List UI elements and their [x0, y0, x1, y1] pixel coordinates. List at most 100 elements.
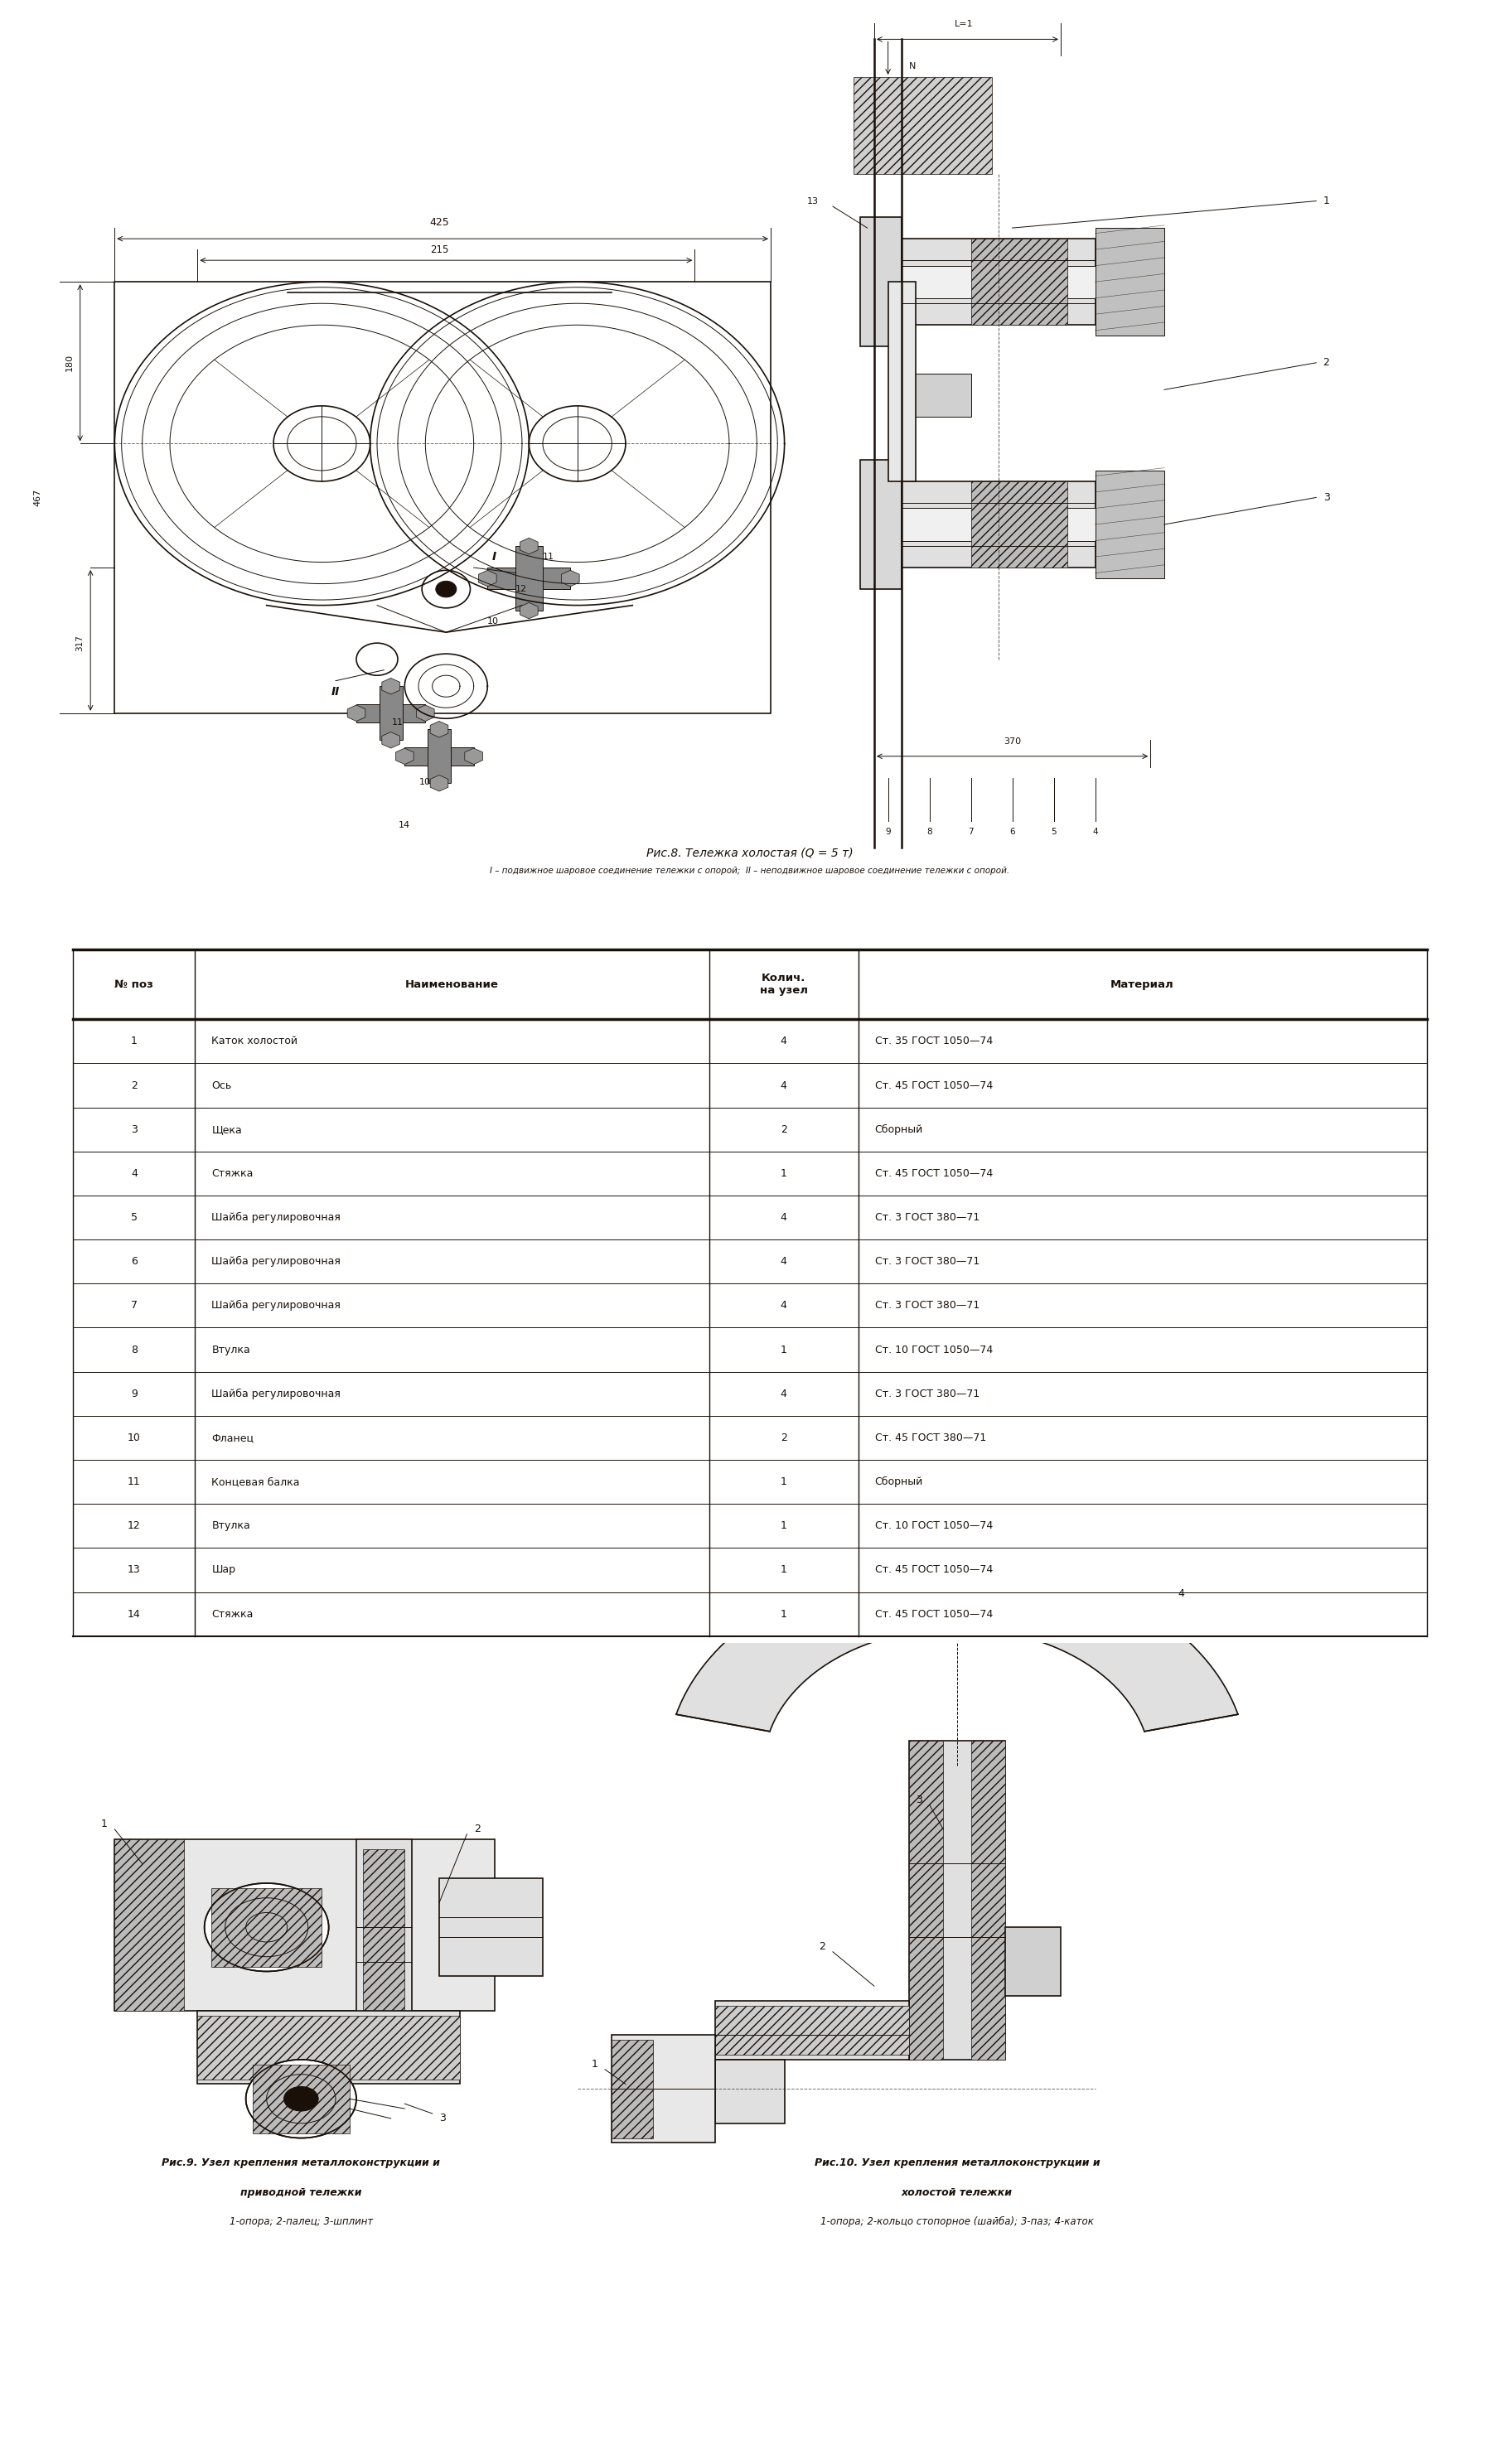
- Bar: [379, 685, 402, 739]
- Text: Стяжка: Стяжка: [211, 1168, 254, 1178]
- Text: 6: 6: [131, 1257, 138, 1266]
- Text: Ст. 45 ГОСТ 1050—74: Ст. 45 ГОСТ 1050—74: [875, 1609, 992, 1619]
- Text: 4: 4: [131, 1168, 138, 1178]
- Bar: [971, 480, 1068, 567]
- Text: 2: 2: [1323, 357, 1329, 367]
- Text: 1: 1: [1323, 195, 1329, 207]
- Text: Стяжка: Стяжка: [211, 1609, 254, 1619]
- Text: Материал: Материал: [1111, 978, 1175, 991]
- Text: 1: 1: [781, 1609, 787, 1619]
- Bar: [114, 1838, 495, 2011]
- Bar: [198, 2016, 460, 2080]
- Text: Втулка: Втулка: [211, 1345, 251, 1355]
- Bar: [440, 1878, 544, 1976]
- Text: Ст. 45 ГОСТ 1050—74: Ст. 45 ГОСТ 1050—74: [875, 1565, 992, 1574]
- Text: Ст. 45 ГОСТ 1050—74: Ст. 45 ГОСТ 1050—74: [875, 1079, 992, 1092]
- Text: 1: 1: [131, 1035, 138, 1047]
- Text: 5: 5: [1051, 828, 1056, 835]
- Text: 7: 7: [131, 1301, 138, 1311]
- Bar: [612, 2035, 716, 2144]
- Bar: [901, 375, 971, 416]
- Text: N: N: [909, 62, 916, 71]
- Bar: [515, 547, 544, 611]
- Text: Рис.8. Тележка холостая (Q = 5 т): Рис.8. Тележка холостая (Q = 5 т): [646, 848, 854, 857]
- Text: 11: 11: [128, 1476, 141, 1488]
- Text: 425: 425: [429, 217, 448, 229]
- Bar: [404, 747, 474, 766]
- Bar: [1096, 471, 1164, 579]
- Text: Ось: Ось: [211, 1079, 232, 1092]
- Text: Ст. 3 ГОСТ 380—71: Ст. 3 ГОСТ 380—71: [875, 1257, 980, 1266]
- Text: 11: 11: [392, 719, 404, 727]
- Bar: [901, 480, 1096, 567]
- Bar: [860, 461, 901, 589]
- Text: 4: 4: [781, 1079, 787, 1092]
- Text: 14: 14: [128, 1609, 141, 1619]
- Bar: [114, 1838, 184, 2011]
- Text: II: II: [331, 685, 340, 697]
- Text: Ст. 10 ГОСТ 1050—74: Ст. 10 ГОСТ 1050—74: [875, 1520, 992, 1530]
- Text: Ст. 3 ГОСТ 380—71: Ст. 3 ГОСТ 380—71: [875, 1212, 980, 1222]
- Text: холостой тележки: холостой тележки: [901, 2188, 1013, 2198]
- Text: 2: 2: [474, 1823, 480, 1836]
- Text: 14: 14: [399, 821, 410, 830]
- Text: 8: 8: [131, 1345, 138, 1355]
- Bar: [487, 567, 570, 589]
- Text: 12: 12: [128, 1520, 141, 1530]
- Text: 1: 1: [781, 1565, 787, 1574]
- Bar: [252, 2065, 349, 2134]
- Bar: [888, 281, 916, 480]
- Text: 8: 8: [927, 828, 933, 835]
- Text: 370: 370: [1004, 737, 1022, 747]
- Text: 13: 13: [808, 197, 820, 205]
- Bar: [356, 705, 425, 722]
- Bar: [909, 1742, 943, 2060]
- Text: Ст. 35 ГОСТ 1050—74: Ст. 35 ГОСТ 1050—74: [875, 1035, 992, 1047]
- Bar: [428, 729, 451, 784]
- Text: приводной тележки: приводной тележки: [241, 2188, 362, 2198]
- Text: Ст. 45 ГОСТ 380—71: Ст. 45 ГОСТ 380—71: [875, 1432, 986, 1444]
- Bar: [716, 2006, 909, 2055]
- Text: 4: 4: [781, 1257, 787, 1266]
- Text: Колич.
на узел: Колич. на узел: [760, 973, 808, 995]
- Text: 13: 13: [128, 1565, 141, 1574]
- Text: Щека: Щека: [211, 1124, 242, 1136]
- Text: 1: 1: [781, 1520, 787, 1530]
- Text: 1: 1: [591, 2060, 598, 2070]
- Text: 2: 2: [820, 1942, 826, 1951]
- Bar: [716, 2060, 784, 2124]
- Text: I – подвижное шаровое соединение тележки с опорой;  II – неподвижное шаровое сое: I – подвижное шаровое соединение тележки…: [490, 867, 1010, 875]
- Text: 2: 2: [781, 1124, 787, 1136]
- Text: 4: 4: [1093, 828, 1097, 835]
- Polygon shape: [676, 1560, 1238, 1732]
- Text: 11: 11: [544, 552, 554, 562]
- Text: Каток холостой: Каток холостой: [211, 1035, 298, 1047]
- Bar: [114, 281, 771, 712]
- Text: Ст. 10 ГОСТ 1050—74: Ст. 10 ГОСТ 1050—74: [875, 1345, 992, 1355]
- Text: 1: 1: [781, 1476, 787, 1488]
- Bar: [971, 239, 1068, 325]
- Text: 5: 5: [131, 1212, 138, 1222]
- Bar: [716, 2001, 909, 2060]
- Text: 1-опора; 2-кольцо стопорное (шайба); 3-паз; 4-каток: 1-опора; 2-кольцо стопорное (шайба); 3-п…: [820, 2218, 1094, 2227]
- Text: 4: 4: [781, 1035, 787, 1047]
- Text: Концевая балка: Концевая балка: [211, 1476, 300, 1488]
- Bar: [971, 1742, 1005, 2060]
- Text: L=1: L=1: [955, 20, 973, 30]
- Bar: [364, 1848, 404, 2025]
- Text: 12: 12: [515, 584, 527, 594]
- Bar: [1005, 1927, 1060, 1996]
- Circle shape: [435, 582, 456, 596]
- Circle shape: [247, 2060, 356, 2139]
- Text: 3: 3: [131, 1124, 138, 1136]
- Bar: [901, 266, 1096, 298]
- Text: Наименование: Наименование: [405, 978, 499, 991]
- Text: Ст. 3 ГОСТ 380—71: Ст. 3 ГОСТ 380—71: [875, 1301, 980, 1311]
- Text: Шайба регулировочная: Шайба регулировочная: [211, 1387, 340, 1400]
- Bar: [198, 2011, 460, 2085]
- Text: Ст. 45 ГОСТ 1050—74: Ст. 45 ГОСТ 1050—74: [875, 1168, 992, 1178]
- Text: Шар: Шар: [211, 1565, 236, 1574]
- Text: 4: 4: [781, 1212, 787, 1222]
- Text: Сборный: Сборный: [875, 1476, 924, 1488]
- Text: 10: 10: [487, 618, 499, 626]
